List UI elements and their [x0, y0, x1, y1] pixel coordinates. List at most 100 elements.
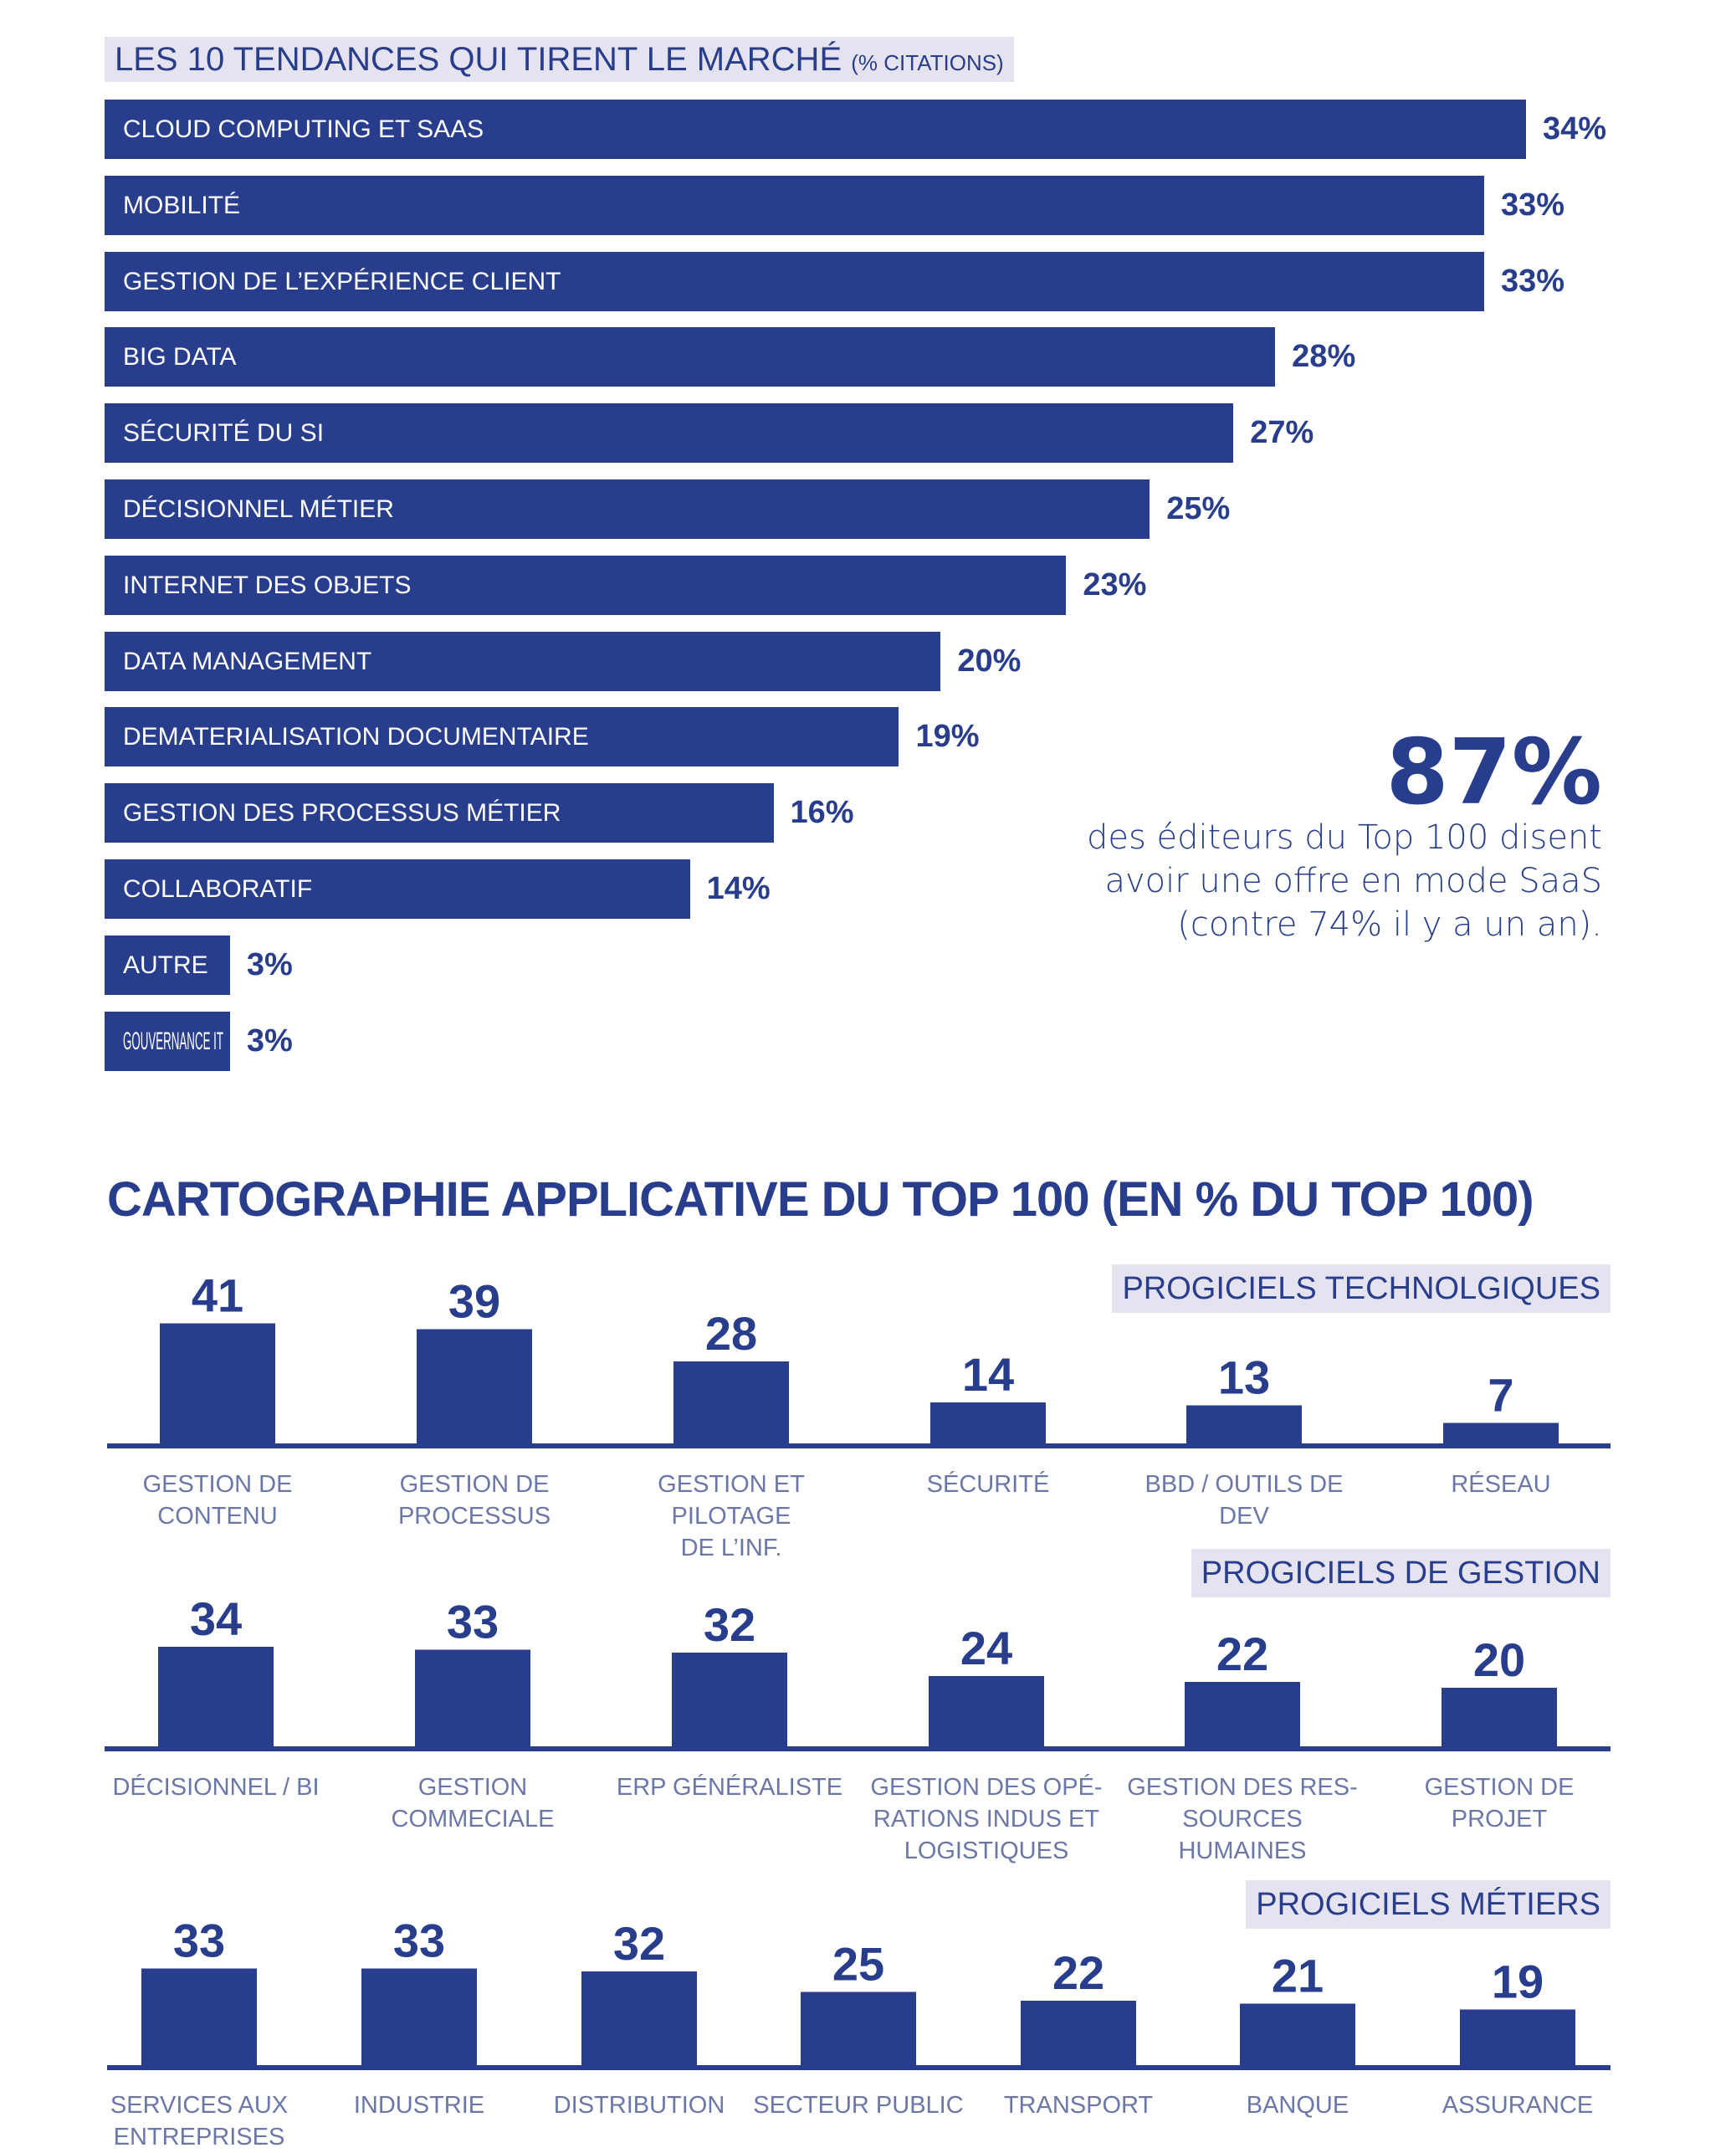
category-label: GESTION DES RES- SOURCES HUMAINES — [1125, 1771, 1360, 1867]
trend-bar-value: 23% — [1083, 566, 1147, 602]
category-bar-value: 24 — [960, 1622, 1012, 1674]
category-bar-value: 41 — [192, 1269, 243, 1322]
category-label: BANQUE — [1180, 2089, 1415, 2121]
trend-bar-value: 25% — [1166, 491, 1231, 526]
category-bar-value: 14 — [962, 1348, 1014, 1401]
category-bar — [417, 1329, 532, 1443]
category-label-line: GESTION DES OPÉ- — [870, 1774, 1103, 1801]
category-label: GESTION COMMECIALE — [356, 1771, 590, 1835]
category-bar — [1443, 1423, 1559, 1443]
trend-bar-label: INTERNET DES OBJETS — [123, 571, 412, 599]
category-bar-value: 22 — [1052, 1946, 1104, 1999]
trend-bar-label: GESTION DE L’EXPÉRIENCE CLIENT — [123, 267, 561, 295]
category-label: SÉCURITÉ — [871, 1469, 1105, 1500]
category-bar — [160, 1323, 275, 1443]
saas-callout-value: 87% — [1385, 720, 1602, 825]
category-label: SERVICES AUX ENTREPRISES — [82, 2089, 316, 2153]
category-label: TRANSPORT — [961, 2089, 1196, 2121]
category-label: BBD / OUTILS DE DEV — [1127, 1469, 1361, 1532]
category-bar-value: 7 — [1488, 1369, 1513, 1422]
category-bar — [673, 1361, 789, 1443]
category-label-line: GESTION DES RES- — [1127, 1774, 1358, 1801]
trend-bar-value: 28% — [1292, 339, 1356, 375]
trend-bar: GOUVERNANCE IT — [105, 1011, 230, 1071]
category-bar — [1442, 1688, 1557, 1746]
trends-chart-title: LES 10 TENDANCES QUI TIRENT LE MARCHÉ (%… — [105, 37, 1014, 82]
trend-bar: BIG DATA — [105, 327, 1276, 387]
category-label-line: DISTRIBUTION — [553, 2092, 725, 2119]
category-bar-value: 39 — [448, 1275, 500, 1328]
category-bar-value: 25 — [832, 1938, 884, 1991]
category-bar — [1240, 2003, 1355, 2065]
category-bar — [801, 1992, 916, 2065]
trend-bar: DÉCISIONNEL MÉTIER — [105, 479, 1150, 539]
trend-bar-label: DATA MANAGEMENT — [123, 647, 372, 675]
trend-bar: INTERNET DES OBJETS — [105, 555, 1067, 615]
cartography-section-title: CARTOGRAPHIE APPLICATIVE DU TOP 100 (EN … — [107, 1172, 1534, 1227]
trend-bar: COLLABORATIF — [105, 859, 690, 919]
category-bar — [141, 1968, 257, 2065]
category-bar — [1460, 2009, 1575, 2065]
trend-bar-value: 3% — [246, 1023, 293, 1059]
category-label-line: PROCESSUS — [397, 1503, 551, 1530]
category-label-line: SÉCURITÉ — [926, 1471, 1050, 1498]
category-label-line: SERVICES AUX — [110, 2092, 289, 2119]
category-bar-value: 20 — [1473, 1633, 1525, 1686]
category-label-line: DÉCISIONNEL / BI — [112, 1774, 320, 1801]
category-bar-value: 21 — [1272, 1950, 1324, 2002]
category-label: GESTION ET PILOTAGE DE L’INF. — [614, 1469, 848, 1564]
category-label: ERP GÉNÉRALISTE — [612, 1771, 847, 1803]
category-bar-value: 32 — [613, 1917, 665, 1970]
trend-bar-label: GESTION DES PROCESSUS MÉTIER — [123, 799, 561, 828]
category-label: DISTRIBUTION — [522, 2089, 756, 2121]
category-label-line: INDUSTRIE — [353, 2092, 485, 2119]
category-label: GESTION DE PROJET — [1382, 1771, 1616, 1835]
trend-bar: GESTION DE L’EXPÉRIENCE CLIENT — [105, 251, 1485, 311]
category-label-line: ASSURANCE — [1442, 2092, 1594, 2119]
category-bar — [361, 1968, 477, 2065]
category-label: ASSURANCE — [1401, 2089, 1635, 2121]
category-label-line: SECTEUR PUBLIC — [753, 2092, 964, 2119]
trend-bar-value: 16% — [790, 795, 854, 831]
category-bar-value: 33 — [447, 1596, 499, 1648]
category-bar-value: 33 — [173, 1915, 225, 1967]
category-bar — [929, 1676, 1044, 1746]
trend-bar-label: DÉCISIONNEL MÉTIER — [123, 495, 394, 523]
trend-bar: AUTRE — [105, 935, 230, 995]
chart-group-tag: PROGICIELS MÉTIERS — [1246, 1880, 1611, 1929]
trends-chart-title-main: LES 10 TENDANCES QUI TIRENT LE MARCHÉ — [115, 41, 842, 78]
trend-bar-label: BIG DATA — [123, 343, 237, 372]
trend-bar: GESTION DES PROCESSUS MÉTIER — [105, 783, 774, 843]
category-bar-value: 34 — [190, 1592, 242, 1645]
trend-bar-label: AUTRE — [123, 951, 208, 979]
chart-group-tag: PROGICIELS TECHNOLGIQUES — [1112, 1264, 1611, 1313]
category-bar — [1186, 1405, 1302, 1443]
category-label-line: GESTION COMMECIALE — [391, 1774, 555, 1833]
trend-bar: SÉCURITÉ DU SI — [105, 403, 1234, 464]
category-label-line: BANQUE — [1246, 2092, 1349, 2119]
trend-bar-label: SÉCURITÉ DU SI — [123, 419, 325, 448]
category-label-line: GESTION DE PROJET — [1424, 1774, 1575, 1833]
trend-bar-label: MOBILITÉ — [123, 191, 241, 219]
trend-bar-label: COLLABORATIF — [123, 875, 313, 903]
category-bar-value: 28 — [705, 1307, 757, 1360]
category-bar — [1185, 1682, 1300, 1746]
chart-group-tag: PROGICIELS DE GESTION — [1191, 1549, 1611, 1597]
category-label-line: TRANSPORT — [1003, 2092, 1154, 2119]
category-label: DÉCISIONNEL / BI — [99, 1771, 333, 1803]
category-label-line: DE L’INF. — [680, 1535, 782, 1561]
trend-bar: MOBILITÉ — [105, 175, 1485, 235]
category-label: GESTION DE CONTENU — [100, 1469, 335, 1532]
trend-bar-value: 14% — [706, 871, 771, 906]
category-label-line: RÉSEAU — [1451, 1471, 1551, 1498]
category-label: INDUSTRIE — [302, 2089, 536, 2121]
trend-bar-label: CLOUD COMPUTING ET SAAS — [123, 115, 484, 143]
category-bar-value: 22 — [1216, 1628, 1268, 1680]
category-label: SECTEUR PUBLIC — [741, 2089, 976, 2121]
trend-bar: DATA MANAGEMENT — [105, 631, 941, 691]
category-label-line: BBD / OUTILS DE DEV — [1145, 1471, 1344, 1530]
category-bar — [1021, 2001, 1136, 2065]
trend-bar: CLOUD COMPUTING ET SAAS — [105, 100, 1526, 159]
category-bar-value: 13 — [1218, 1351, 1270, 1404]
